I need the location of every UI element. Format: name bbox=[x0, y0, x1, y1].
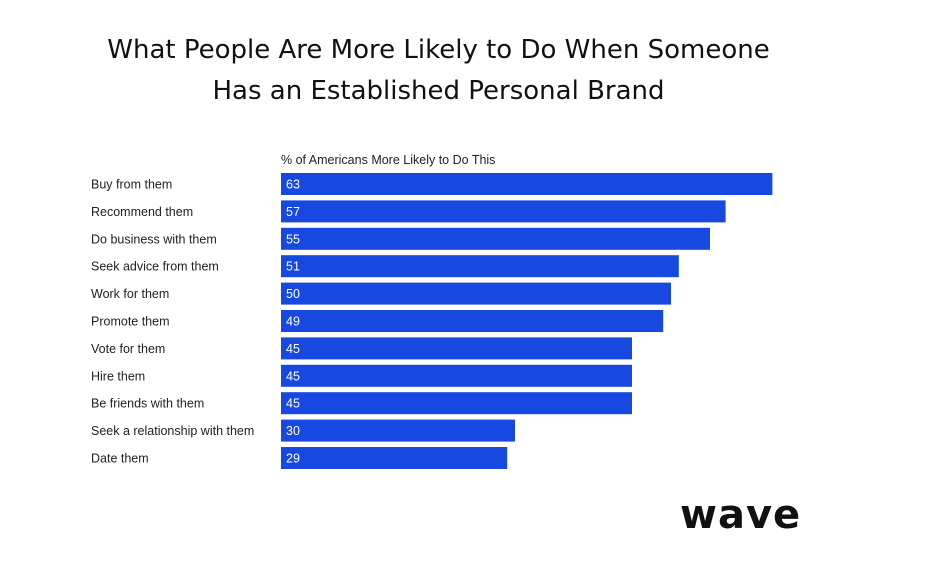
value-label: 45 bbox=[286, 397, 300, 411]
category-label: Buy from them bbox=[91, 178, 172, 192]
bar bbox=[281, 364, 632, 387]
category-label: Seek a relationship with them bbox=[91, 424, 254, 438]
value-label: 45 bbox=[286, 342, 300, 356]
category-label: Do business with them bbox=[91, 232, 217, 246]
category-label: Work for them bbox=[91, 287, 169, 301]
category-label: Vote for them bbox=[91, 342, 165, 356]
chart-title-line-1: What People Are More Likely to Do When S… bbox=[107, 35, 770, 65]
bar bbox=[281, 419, 515, 442]
category-label: Date them bbox=[91, 452, 149, 466]
value-label: 45 bbox=[286, 369, 300, 383]
bar bbox=[281, 392, 632, 415]
bar bbox=[281, 447, 508, 469]
value-label: 55 bbox=[286, 232, 300, 246]
category-label: Recommend them bbox=[91, 205, 193, 219]
bar bbox=[281, 337, 632, 360]
value-label: 30 bbox=[286, 424, 300, 438]
value-label: 29 bbox=[286, 452, 300, 466]
bar bbox=[281, 200, 726, 223]
series-label: % of Americans More Likely to Do This bbox=[281, 153, 495, 167]
value-label: 49 bbox=[286, 315, 300, 329]
value-label: 50 bbox=[286, 287, 300, 301]
value-label: 57 bbox=[286, 205, 300, 219]
chart-title: What People Are More Likely to Do When S… bbox=[0, 30, 877, 112]
bar bbox=[281, 282, 671, 305]
wave-logo: wave bbox=[680, 492, 802, 538]
bar bbox=[281, 173, 773, 195]
value-label: 51 bbox=[286, 260, 300, 274]
value-label: 63 bbox=[286, 178, 300, 192]
bar bbox=[281, 310, 664, 332]
category-label: Seek advice from them bbox=[91, 260, 219, 274]
bar bbox=[281, 227, 710, 250]
bar bbox=[281, 255, 679, 278]
category-label: Promote them bbox=[91, 315, 170, 329]
chart-title-line-2: Has an Established Personal Brand bbox=[212, 76, 665, 106]
category-label: Hire them bbox=[91, 369, 145, 383]
category-label: Be friends with them bbox=[91, 397, 204, 411]
